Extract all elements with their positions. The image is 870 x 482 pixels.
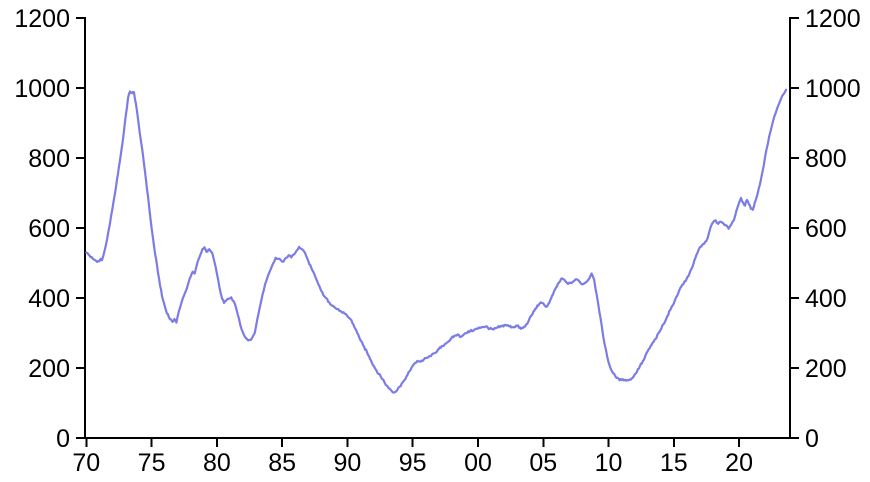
x-axis-tick-label: 00 xyxy=(464,449,492,477)
y-axis-right-tick-label: 800 xyxy=(805,145,847,173)
y-axis-right-tick-label: 1200 xyxy=(805,5,861,33)
y-axis-left-tick-label: 1000 xyxy=(14,75,70,103)
y-axis-right-tick-label: 400 xyxy=(805,285,847,313)
x-axis-tick-label: 85 xyxy=(268,449,296,477)
y-axis-left-tick-label: 200 xyxy=(28,355,70,383)
x-axis-tick-label: 15 xyxy=(660,449,688,477)
x-axis-tick-label: 75 xyxy=(138,449,166,477)
x-axis-tick-label: 20 xyxy=(725,449,753,477)
x-axis-tick-label: 90 xyxy=(334,449,362,477)
series-line xyxy=(85,88,788,394)
y-axis-right-tick-label: 1000 xyxy=(805,75,861,103)
x-axis-tick-label: 80 xyxy=(203,449,231,477)
x-axis-tick-label: 10 xyxy=(595,449,623,477)
y-axis-right-tick-label: 600 xyxy=(805,215,847,243)
y-axis-left-tick-label: 600 xyxy=(28,215,70,243)
y-axis-left-tick-label: 0 xyxy=(56,425,70,453)
y-axis-left-tick-label: 400 xyxy=(28,285,70,313)
y-axis-left-tick-label: 1200 xyxy=(14,5,70,33)
x-axis-tick-label: 95 xyxy=(399,449,427,477)
y-axis-right-tick-label: 0 xyxy=(805,425,819,453)
x-axis-tick-label: 70 xyxy=(72,449,100,477)
y-axis-right-tick-label: 200 xyxy=(805,355,847,383)
y-axis-left-tick-label: 800 xyxy=(28,145,70,173)
x-axis-tick-label: 05 xyxy=(529,449,557,477)
